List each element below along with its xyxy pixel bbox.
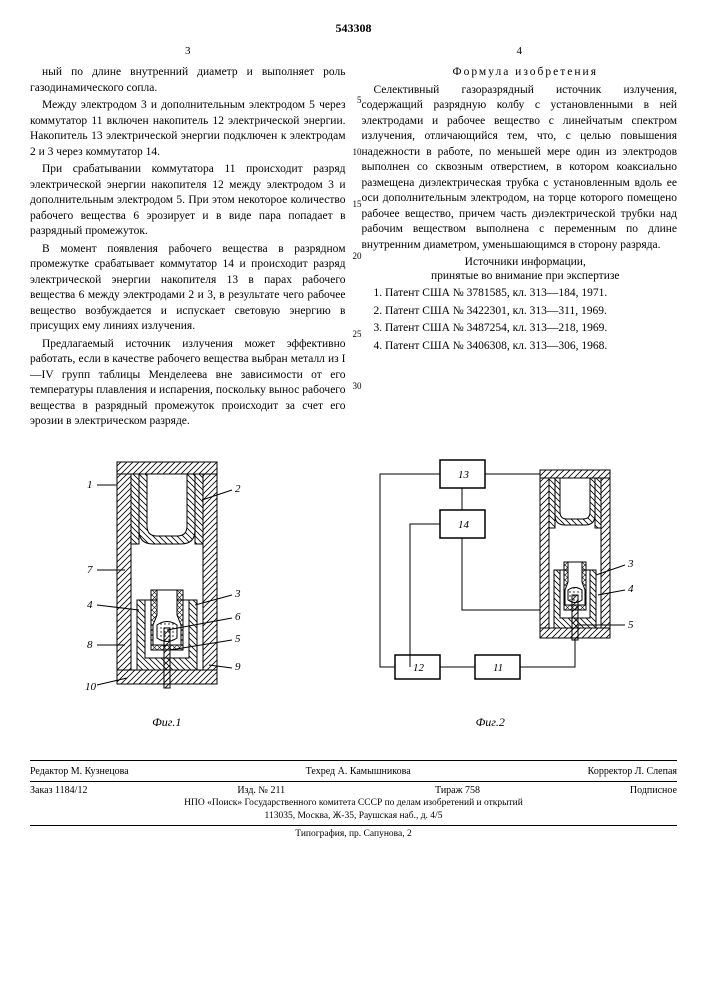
order: Заказ 1184/12 — [30, 784, 87, 798]
part-label: 3 — [234, 588, 241, 600]
izd: Изд. № 211 — [237, 784, 285, 798]
figures-area: 1 2 3 4 5 6 7 8 9 10 Фиг.1 — [30, 450, 677, 730]
ref: 2. Патент США № 3422301, кл. 313—311, 19… — [362, 304, 678, 320]
figure-1: 1 2 3 4 5 6 7 8 9 10 Фиг.1 — [67, 450, 267, 730]
block-label: 11 — [493, 662, 503, 674]
right-column: 4 Формула изобретения 5 10 15 20 25 30 С… — [362, 44, 678, 432]
ref: 3. Патент США № 3487254, кл. 313—218, 19… — [362, 321, 678, 337]
sources-sub: принятые во внимание при экспертизе — [362, 269, 678, 285]
corrector: Корректор Л. Слепая — [588, 765, 677, 779]
part-label: 3 — [627, 558, 634, 570]
text-columns: 3 ный по длине внутренний диаметр и выпо… — [30, 44, 677, 432]
line-num: 25 — [352, 328, 362, 340]
part-label: 6 — [235, 611, 241, 623]
footer: Редактор М. Кузнецова Техред А. Камышник… — [30, 760, 677, 840]
right-page-num: 4 — [362, 44, 678, 59]
para: Между электродом 3 и дополнительным элек… — [30, 98, 346, 160]
patent-number: 543308 — [30, 20, 677, 36]
block-label: 12 — [413, 662, 425, 674]
claim-text: Селективный газоразрядный источник излуч… — [362, 83, 678, 254]
part-label: 5 — [628, 619, 634, 631]
fig1-svg: 1 2 3 4 5 6 7 8 9 10 — [67, 450, 267, 710]
line-num: 5 — [352, 94, 362, 106]
part-label: 2 — [235, 483, 241, 495]
podpisnoe: Подписное — [630, 784, 677, 798]
part-label: 1 — [87, 479, 93, 491]
fig2-svg: 13 14 12 11 3 4 5 — [340, 450, 640, 710]
part-label: 8 — [87, 639, 93, 651]
ref: 4. Патент США № 3406308, кл. 313—306, 19… — [362, 339, 678, 355]
ref: 1. Патент США № 3781585, кл. 313—184, 19… — [362, 286, 678, 302]
part-label: 10 — [85, 681, 97, 693]
para: В момент появления рабочего вещества в р… — [30, 242, 346, 335]
fig1-label: Фиг.1 — [67, 714, 267, 730]
addr: 113035, Москва, Ж-35, Раушская наб., д. … — [30, 810, 677, 823]
line-num: 10 — [352, 146, 362, 158]
block-label: 13 — [458, 469, 470, 481]
part-label: 9 — [235, 661, 241, 673]
editor: Редактор М. Кузнецова — [30, 765, 129, 779]
part-label: 7 — [87, 564, 93, 576]
block-label: 14 — [458, 519, 470, 531]
left-column: 3 ный по длине внутренний диаметр и выпо… — [30, 44, 346, 432]
part-label: 4 — [628, 583, 634, 595]
techred: Техред А. Камышникова — [306, 765, 411, 779]
line-num: 20 — [352, 250, 362, 262]
line-num: 30 — [352, 380, 362, 392]
org: НПО «Поиск» Государственного комитета СС… — [30, 797, 677, 810]
part-label: 4 — [87, 599, 93, 611]
figure-2: 13 14 12 11 3 4 5 — [340, 450, 640, 730]
fig2-label: Фиг.2 — [340, 714, 640, 730]
para: При срабатывании коммутатора 11 происход… — [30, 162, 346, 240]
line-num: 15 — [352, 198, 362, 210]
para: ный по длине внутренний диаметр и выполн… — [30, 65, 346, 96]
tirazh: Тираж 758 — [435, 784, 480, 798]
claim-title: Формула изобретения — [362, 65, 678, 81]
part-label: 5 — [235, 633, 241, 645]
left-page-num: 3 — [30, 44, 346, 59]
print: Типография, пр. Сапунова, 2 — [30, 825, 677, 841]
para: Предлагаемый источник излучения может эф… — [30, 337, 346, 430]
